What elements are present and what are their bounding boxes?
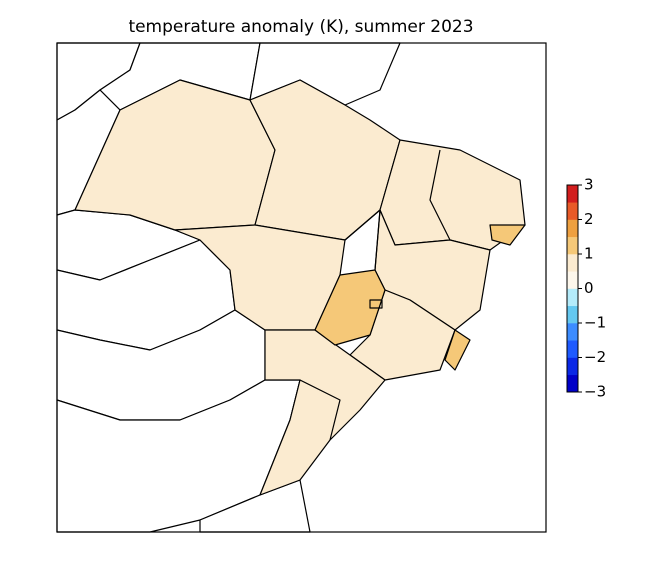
colorbar-tick-label: 3 (584, 176, 594, 194)
state (444, 329, 471, 371)
colorbar-tick-label: 1 (584, 245, 594, 263)
colorbar-band (567, 254, 578, 272)
states (74, 79, 526, 496)
district (369, 299, 383, 309)
colorbar-band (567, 323, 578, 341)
map-frame (56, 42, 547, 533)
states-warm (314, 269, 471, 371)
state (259, 329, 386, 496)
colorbar-tick-label: −2 (584, 348, 606, 366)
colorbar-band (567, 219, 578, 238)
colorbar-tick-label: −3 (584, 383, 606, 401)
state (489, 224, 526, 246)
map (56, 42, 547, 533)
neighbour-regions (56, 42, 401, 533)
colorbar-band (567, 340, 578, 358)
colorbar-band (567, 288, 578, 307)
colorbar-band (567, 374, 578, 393)
state (314, 269, 386, 346)
colorbar-band (567, 185, 578, 203)
colorbar-band (567, 357, 578, 376)
colorbar-tick-label: 0 (584, 279, 594, 297)
colorbar-tick-label: 2 (584, 210, 594, 228)
state-border (429, 149, 451, 241)
colorbar-band (567, 271, 578, 289)
colorbar-band (567, 305, 578, 324)
colorbar-band (567, 202, 578, 220)
map-title: temperature anomaly (K), summer 2023 (128, 17, 473, 37)
colorbar: −3 −2 −1 0 1 2 3 (566, 176, 606, 401)
colorbar-band (567, 236, 578, 255)
colorbar-tick-label: −1 (584, 314, 606, 332)
state-border (344, 209, 381, 271)
state-border (299, 379, 341, 441)
